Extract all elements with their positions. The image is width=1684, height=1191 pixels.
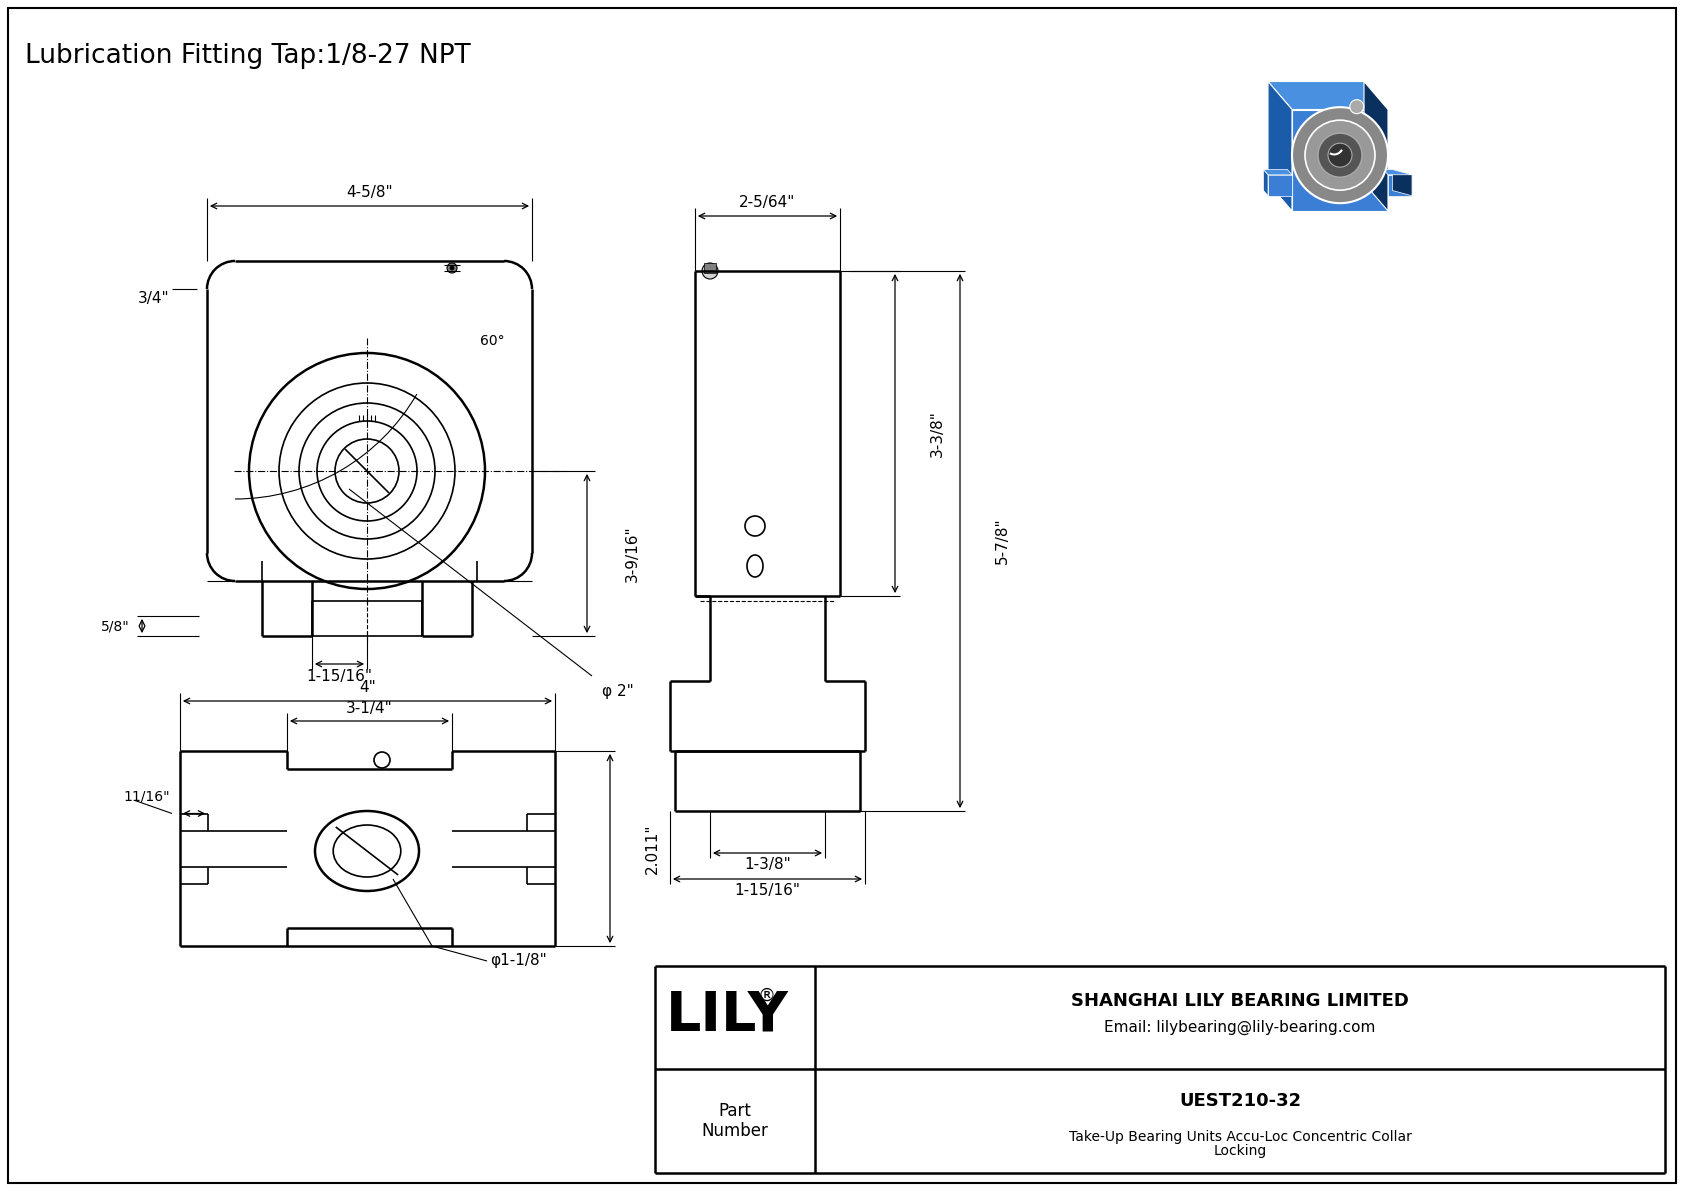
Polygon shape (1364, 81, 1388, 211)
Text: Take-Up Bearing Units Accu-Loc Concentric Collar: Take-Up Bearing Units Accu-Loc Concentri… (1069, 1130, 1411, 1145)
Text: UEST210-32: UEST210-32 (1179, 1092, 1302, 1110)
Text: Lubrication Fitting Tap:1/8-27 NPT: Lubrication Fitting Tap:1/8-27 NPT (25, 43, 472, 69)
Polygon shape (1263, 169, 1268, 195)
Text: φ 2": φ 2" (601, 684, 633, 699)
Polygon shape (1263, 169, 1292, 175)
Polygon shape (1384, 169, 1411, 175)
Text: 3-3/8": 3-3/8" (930, 410, 945, 457)
Polygon shape (1393, 169, 1411, 195)
Text: 1-15/16": 1-15/16" (734, 884, 800, 898)
Text: SHANGHAI LILY BEARING LIMITED: SHANGHAI LILY BEARING LIMITED (1071, 992, 1410, 1010)
Circle shape (1319, 133, 1362, 177)
Text: 60°: 60° (480, 333, 504, 348)
Circle shape (1329, 143, 1352, 167)
Text: 1-3/8": 1-3/8" (744, 858, 791, 873)
Text: 1-15/16": 1-15/16" (306, 668, 372, 684)
Text: 2.011": 2.011" (645, 823, 660, 874)
Circle shape (1292, 107, 1388, 204)
Polygon shape (1268, 175, 1292, 195)
Text: 5-7/8": 5-7/8" (995, 518, 1010, 565)
Text: 4": 4" (359, 680, 376, 696)
Bar (704, 263, 716, 273)
Polygon shape (1292, 110, 1388, 211)
Text: Part
Number: Part Number (702, 1102, 768, 1141)
Circle shape (450, 266, 455, 270)
Text: 3/4": 3/4" (138, 292, 168, 306)
Text: 2-5/64": 2-5/64" (739, 195, 795, 211)
Polygon shape (1268, 81, 1388, 110)
Text: 3-1/4": 3-1/4" (347, 701, 392, 717)
Polygon shape (1268, 81, 1292, 211)
Text: 5/8": 5/8" (101, 619, 130, 632)
Text: 3-9/16": 3-9/16" (625, 525, 640, 582)
Text: Locking: Locking (1214, 1145, 1266, 1158)
Text: 4-5/8": 4-5/8" (347, 185, 392, 200)
Circle shape (1305, 120, 1376, 191)
Text: φ1-1/8": φ1-1/8" (490, 954, 547, 968)
Text: ®: ® (758, 986, 776, 1004)
Circle shape (1351, 100, 1364, 113)
Text: Email: lilybearing@lily-bearing.com: Email: lilybearing@lily-bearing.com (1105, 1019, 1376, 1035)
Circle shape (702, 263, 717, 279)
Text: 11/16": 11/16" (123, 790, 170, 804)
Circle shape (446, 263, 456, 273)
Polygon shape (1388, 175, 1411, 195)
Text: LILY: LILY (665, 989, 788, 1042)
